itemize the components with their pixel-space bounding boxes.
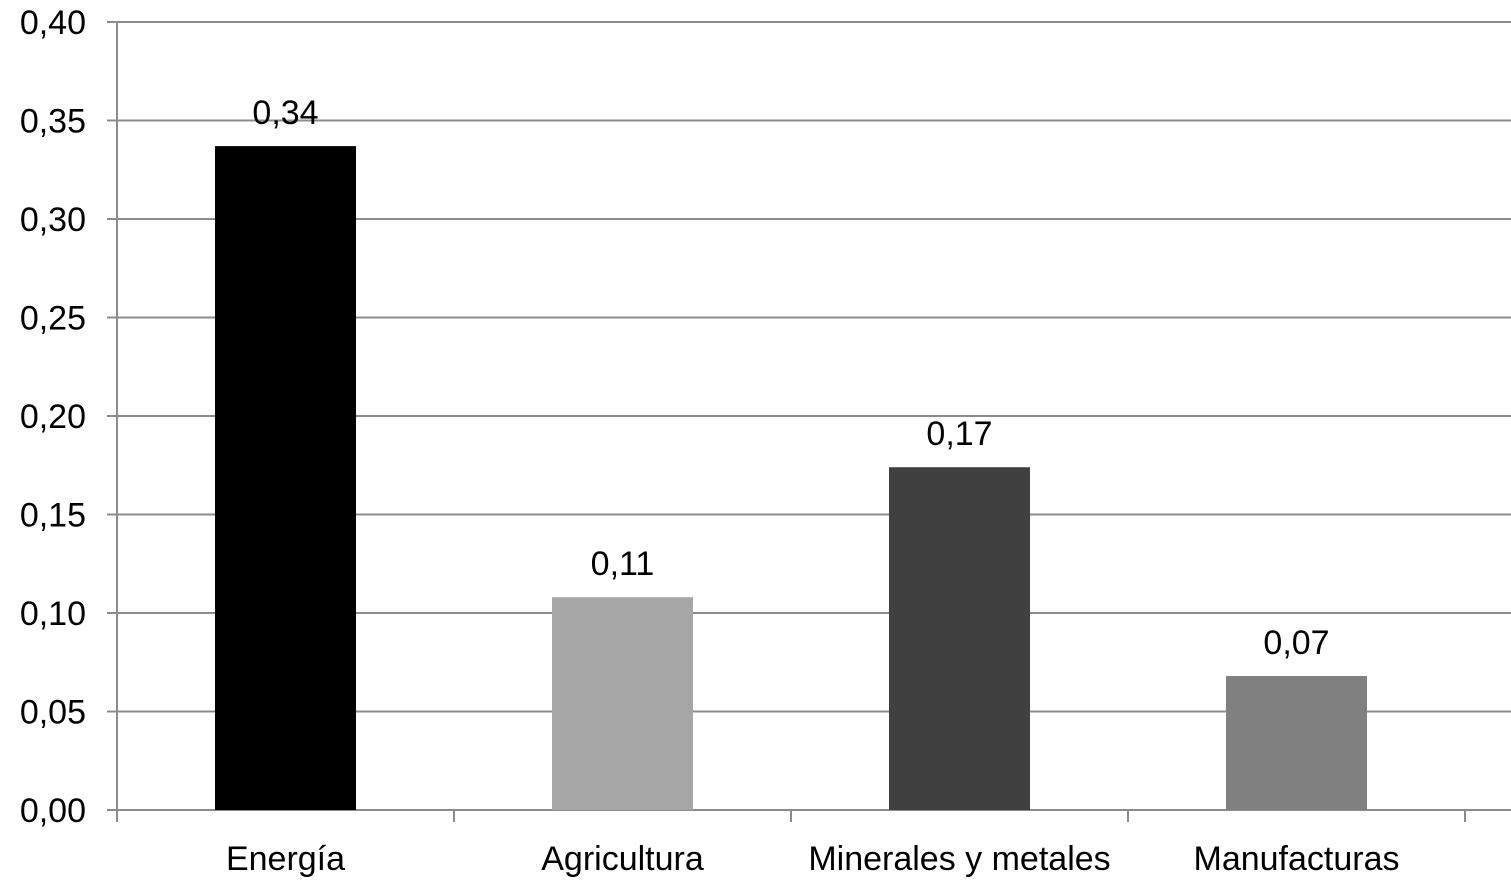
bar-0 — [215, 146, 356, 811]
category-label: Minerales y metales — [808, 840, 1110, 878]
y-tick-label: 0,30 — [20, 201, 86, 239]
y-tick-label: 0,25 — [20, 300, 86, 338]
bar-3 — [1226, 676, 1367, 810]
y-tick-label: 0,15 — [20, 497, 86, 535]
data-label: 0,11 — [591, 545, 655, 583]
data-label: 0,07 — [1263, 624, 1329, 662]
category-label: Energía — [226, 840, 345, 878]
bar-2 — [889, 467, 1030, 810]
y-tick-label: 0,05 — [20, 694, 86, 732]
x-axis-category-labels: Energía Agricultura Minerales y metales Man… — [226, 840, 1400, 878]
data-labels: 0,34 0,11 0,17 0,07 — [252, 94, 1329, 662]
category-label: Manufacturas — [1194, 840, 1400, 878]
y-tick-label: 0,10 — [20, 595, 86, 633]
data-label: 0,34 — [252, 94, 318, 132]
y-axis-tick-labels: 0,00 0,05 0,10 0,15 0,20 0,25 0,30 0,35 0,40 — [20, 4, 86, 830]
bars — [215, 146, 1367, 811]
y-tick-label: 0,20 — [20, 398, 86, 436]
y-tick-label: 0,35 — [20, 103, 86, 141]
y-tick-label: 0,40 — [20, 4, 86, 42]
data-label: 0,17 — [926, 415, 992, 453]
y-tick-label: 0,00 — [20, 792, 86, 830]
category-label: Agricultura — [541, 840, 704, 878]
bar-1 — [552, 597, 693, 810]
